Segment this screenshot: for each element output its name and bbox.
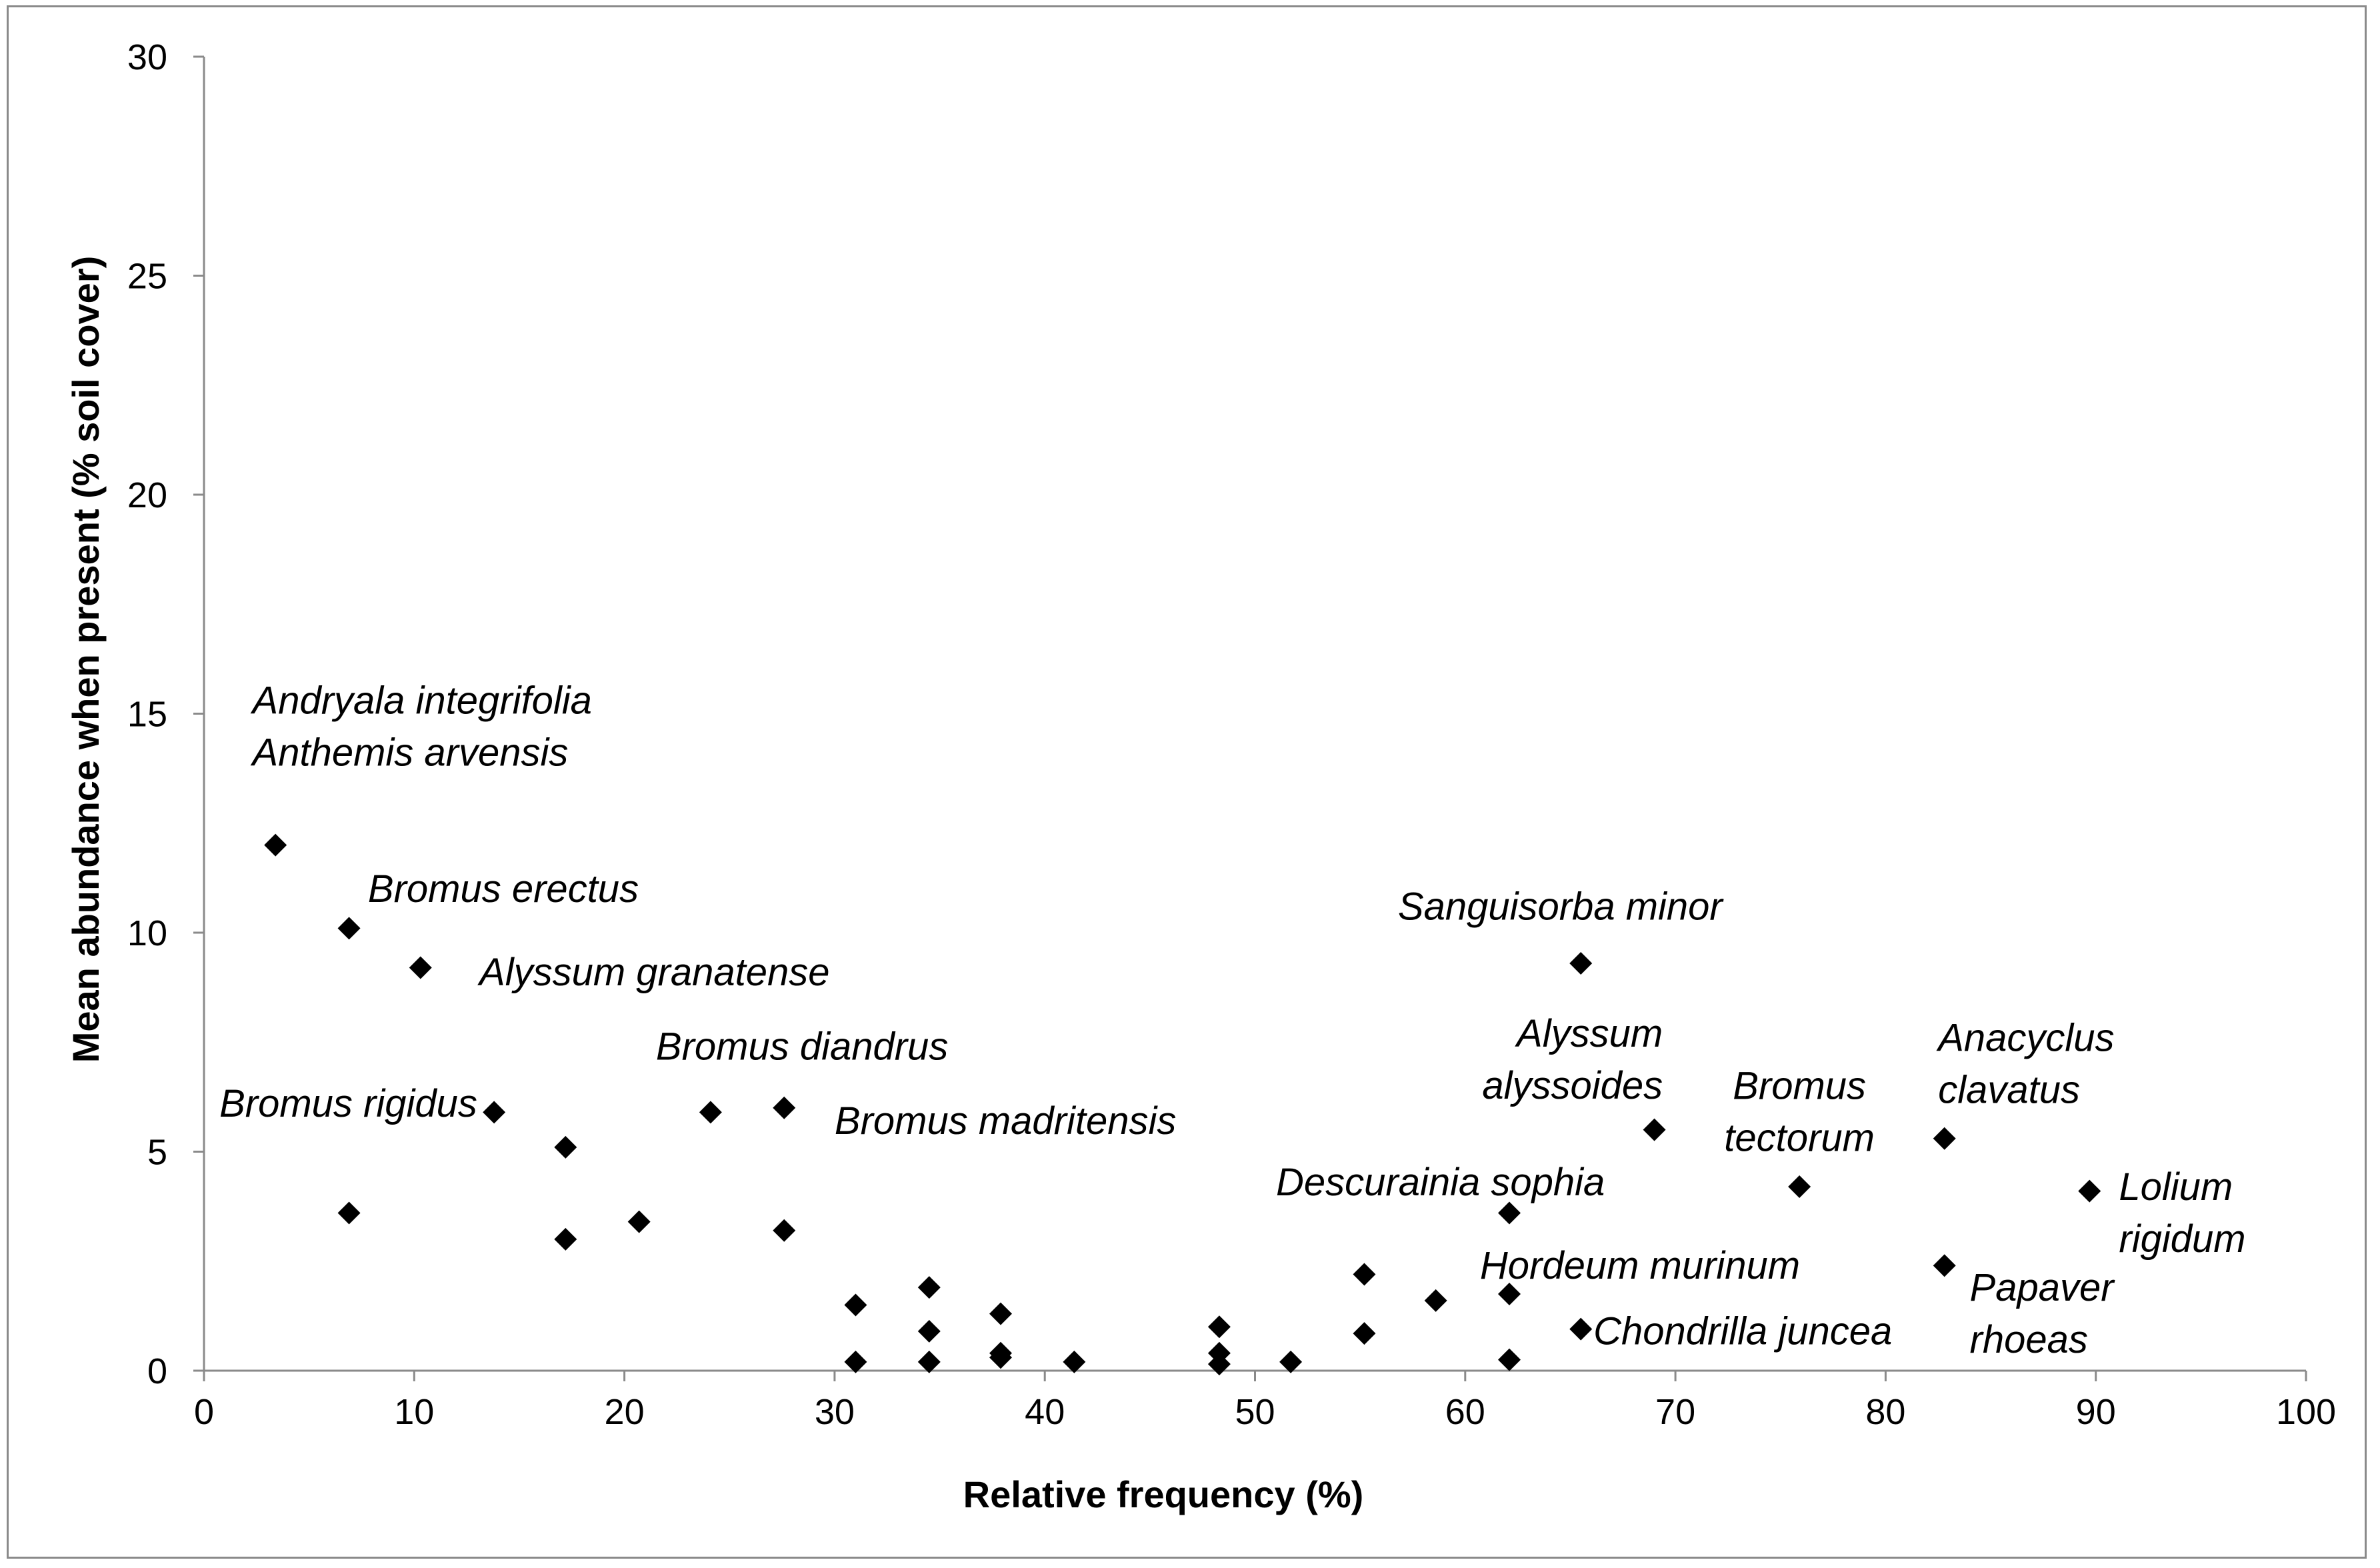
- x-tick-label: 40: [1025, 1392, 1065, 1432]
- annotation-label: Andryala integrifolia Anthemis arvensis: [251, 679, 592, 775]
- annotation-line: Hordeum murinum: [1480, 1244, 1800, 1287]
- data-point: [699, 1101, 722, 1124]
- annotation-label: Anacyclus clavatus: [1936, 1016, 2114, 1111]
- chart-frame: 0 10 20 30 40 50 60 70 80 90 100 0 5 10 15 20 25 30 Andry…: [7, 5, 2367, 1559]
- data-point: [917, 1319, 941, 1343]
- annotation-line: Bromus rigidus: [219, 1082, 477, 1125]
- data-point: [917, 1276, 941, 1299]
- axes: 0 10 20 30 40 50 60 70 80 90 100 0 5 10 15 20 25 30: [127, 37, 2336, 1432]
- annotation-line: Sanguisorba minor: [1398, 885, 1725, 928]
- annotation-line: Papaver: [1970, 1266, 2116, 1309]
- data-point: [1424, 1289, 1447, 1312]
- x-tick-label: 80: [1865, 1392, 1905, 1432]
- data-point: [1353, 1263, 1376, 1286]
- annotation-line: rigidum: [2119, 1217, 2245, 1261]
- data-point: [337, 917, 361, 940]
- x-axis-title: Relative frequency (%): [963, 1473, 1364, 1515]
- annotation-label: Descurainia sophia: [1276, 1161, 1605, 1204]
- annotation-label: Alyssum granatense: [477, 951, 829, 994]
- annotation-label: Chondrilla juncea: [1593, 1310, 1892, 1353]
- annotation-line: tectorum: [1724, 1117, 1875, 1160]
- data-points: [264, 833, 2101, 1376]
- data-point: [337, 1201, 361, 1225]
- x-tick-label: 90: [2076, 1392, 2116, 1432]
- data-point: [773, 1096, 796, 1119]
- annotations: Andryala integrifolia Anthemis arvensis Br…: [219, 679, 2245, 1361]
- annotation-label: Sanguisorba minor: [1398, 885, 1725, 928]
- annotation-line: Bromus: [1733, 1065, 1866, 1108]
- annotation-label: Bromus erectus: [368, 867, 639, 911]
- data-point: [773, 1219, 796, 1242]
- data-point: [1933, 1254, 1956, 1277]
- annotation-label: Papaver rhoeas: [1970, 1266, 2116, 1361]
- annotation-label: Bromus tectorum: [1724, 1065, 1875, 1160]
- x-tick-label: 50: [1235, 1392, 1275, 1432]
- data-point: [1207, 1315, 1231, 1339]
- y-tick-label: 5: [147, 1133, 167, 1173]
- annotation-line: Bromus madritensis: [835, 1099, 1176, 1143]
- data-point: [844, 1293, 867, 1317]
- data-point: [1207, 1353, 1231, 1376]
- data-point: [1643, 1118, 1666, 1141]
- annotation-line: Anacyclus: [1936, 1016, 2114, 1059]
- data-point: [554, 1135, 577, 1159]
- y-tick-label: 25: [127, 257, 167, 297]
- annotation-line: Bromus diandrus: [656, 1025, 948, 1069]
- annotation-line: rhoeas: [1970, 1318, 2088, 1361]
- scatter-chart: 0 10 20 30 40 50 60 70 80 90 100 0 5 10 15 20 25 30 Andry…: [65, 37, 2336, 1515]
- annotation-label: Bromus madritensis: [835, 1099, 1176, 1143]
- data-point: [1933, 1127, 1956, 1150]
- x-tick-label: 60: [1445, 1392, 1485, 1432]
- y-tick-label: 15: [127, 695, 167, 735]
- data-point: [989, 1302, 1012, 1325]
- data-point: [2078, 1179, 2101, 1203]
- x-tick-label: 0: [194, 1392, 214, 1432]
- data-point: [1569, 951, 1593, 975]
- data-point: [844, 1350, 867, 1373]
- data-point: [1353, 1322, 1376, 1345]
- x-tick-label: 100: [2276, 1392, 2336, 1432]
- annotation-line: Chondrilla juncea: [1593, 1310, 1892, 1353]
- data-point: [554, 1227, 577, 1251]
- annotation-label: Bromus rigidus: [219, 1082, 477, 1125]
- annotation-line: clavatus: [1938, 1068, 2080, 1111]
- annotation-line: alyssoides: [1482, 1064, 1663, 1107]
- y-tick-label: 20: [127, 475, 167, 515]
- data-point: [1498, 1348, 1521, 1371]
- x-tick-label: 30: [815, 1392, 855, 1432]
- data-point: [989, 1346, 1012, 1369]
- y-tick-label: 0: [147, 1351, 167, 1391]
- annotation-label: Hordeum murinum: [1480, 1244, 1800, 1287]
- annotation-line: Anthemis arvensis: [251, 731, 569, 775]
- data-point: [264, 833, 287, 857]
- annotation-line: Andryala integrifolia: [251, 679, 592, 723]
- y-tick-label: 10: [127, 913, 167, 953]
- annotation-label: Alyssum alyssoides: [1482, 1012, 1663, 1107]
- data-point: [1569, 1317, 1593, 1341]
- y-axis-title: Mean abundance when present (% soil cove…: [65, 256, 107, 1063]
- data-point: [1063, 1350, 1086, 1373]
- data-point: [1498, 1201, 1521, 1225]
- data-point: [1498, 1283, 1521, 1306]
- data-point: [1279, 1350, 1303, 1373]
- data-point: [409, 956, 432, 979]
- y-tick-label: 30: [127, 37, 167, 77]
- x-tick-label: 20: [605, 1392, 645, 1432]
- annotation-line: Lolium: [2119, 1165, 2233, 1209]
- annotation-label: Bromus diandrus: [656, 1025, 948, 1069]
- data-point: [627, 1210, 651, 1233]
- data-point: [917, 1350, 941, 1373]
- annotation-line: Alyssum granatense: [477, 951, 829, 994]
- annotation-line: Descurainia sophia: [1276, 1161, 1605, 1204]
- annotation-label: Lolium rigidum: [2119, 1165, 2245, 1261]
- x-tick-label: 70: [1655, 1392, 1695, 1432]
- x-tick-label: 10: [394, 1392, 434, 1432]
- annotation-line: Bromus erectus: [368, 867, 639, 911]
- data-point: [1788, 1175, 1811, 1199]
- data-point: [483, 1101, 506, 1124]
- annotation-line: Alyssum: [1515, 1012, 1663, 1055]
